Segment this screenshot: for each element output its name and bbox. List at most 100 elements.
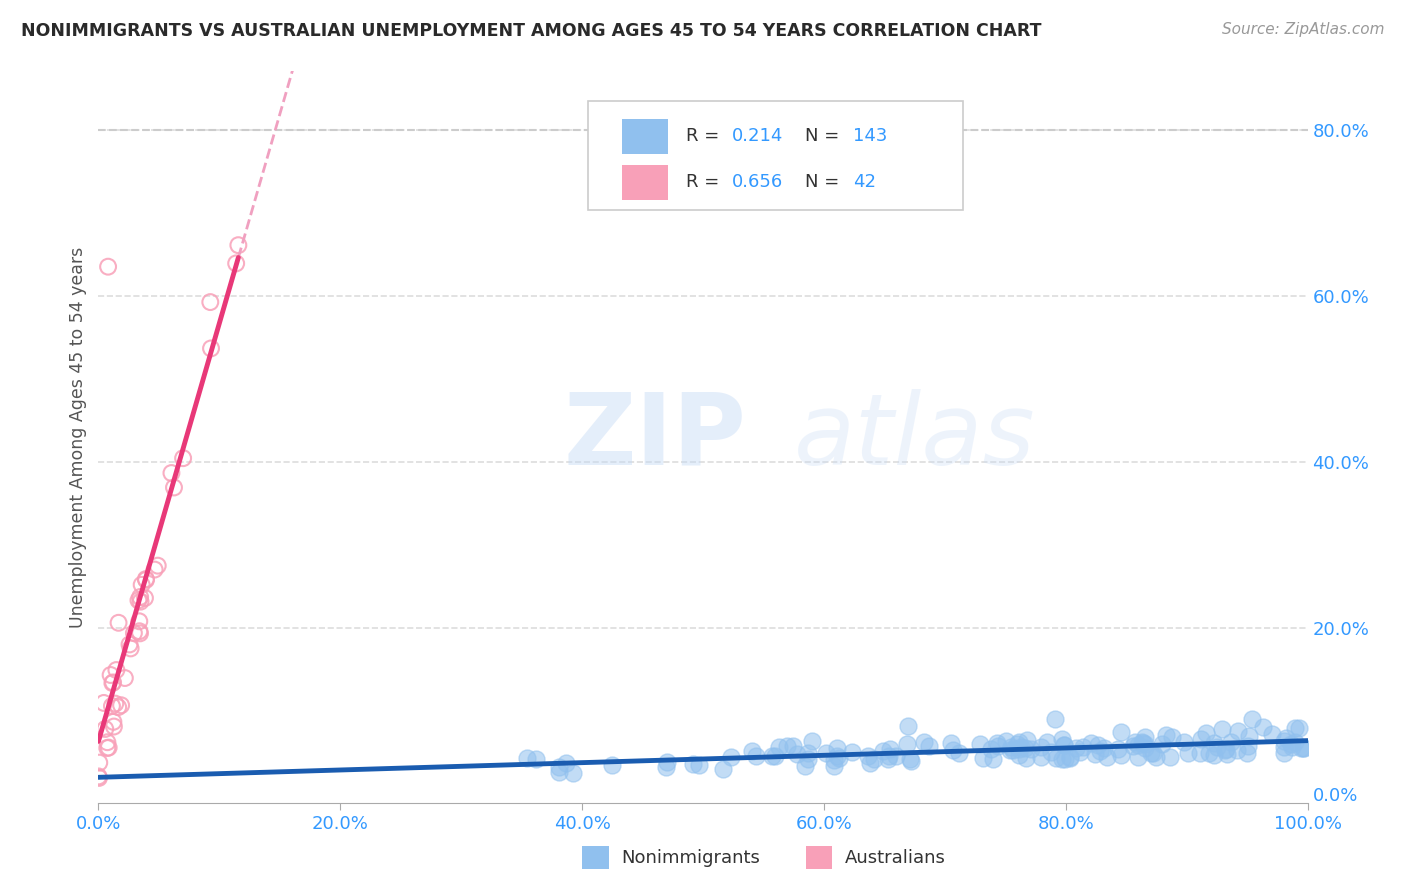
Point	[600, 758, 623, 772]
Point	[987, 739, 1010, 753]
Point	[761, 749, 783, 764]
Point	[120, 641, 142, 656]
Point	[797, 752, 820, 766]
Point	[939, 736, 962, 750]
Point	[986, 736, 1008, 750]
Point	[89, 756, 111, 770]
Point	[1294, 741, 1316, 756]
Point	[1045, 751, 1067, 765]
Point	[1204, 747, 1226, 762]
Point	[1272, 747, 1295, 761]
Point	[1239, 729, 1261, 743]
Point	[143, 563, 166, 577]
Point	[228, 238, 250, 252]
Point	[1092, 740, 1115, 755]
Text: atlas: atlas	[793, 389, 1035, 485]
Bar	[582, 846, 609, 870]
Point	[554, 756, 576, 771]
Point	[1236, 746, 1258, 760]
Point	[1237, 739, 1260, 754]
Point	[87, 771, 110, 785]
Point	[1139, 746, 1161, 760]
Point	[548, 760, 571, 774]
Point	[129, 626, 152, 640]
Text: 42: 42	[853, 173, 876, 191]
Point	[1107, 741, 1129, 756]
Point	[897, 719, 920, 733]
Point	[1002, 743, 1025, 757]
Point	[1284, 721, 1306, 735]
Text: Australians: Australians	[845, 848, 945, 867]
Bar	[806, 846, 832, 870]
Point	[146, 558, 169, 573]
Point	[225, 256, 247, 270]
Point	[1133, 737, 1156, 751]
Point	[1084, 747, 1107, 761]
Point	[995, 734, 1018, 748]
Point	[1010, 739, 1032, 754]
Point	[1227, 724, 1250, 739]
Point	[1150, 737, 1173, 751]
Point	[825, 740, 848, 755]
Point	[823, 759, 845, 773]
Point	[815, 746, 838, 760]
Point	[1213, 743, 1236, 757]
Point	[1272, 734, 1295, 748]
Point	[682, 756, 704, 771]
Point	[1039, 745, 1062, 759]
Point	[1109, 724, 1132, 739]
Point	[1226, 743, 1249, 757]
Point	[97, 260, 120, 274]
Point	[1005, 737, 1028, 751]
Bar	[621, 164, 668, 200]
Point	[1031, 749, 1053, 764]
Point	[1088, 744, 1111, 758]
Point	[786, 747, 808, 761]
Point	[103, 720, 125, 734]
Text: ZIP: ZIP	[564, 389, 747, 485]
Point	[131, 578, 153, 592]
Point	[1132, 736, 1154, 750]
Point	[562, 766, 585, 780]
Point	[655, 755, 678, 769]
Point	[1036, 735, 1059, 749]
Point	[898, 752, 921, 766]
Point	[1161, 730, 1184, 744]
Point	[1133, 730, 1156, 744]
Point	[969, 737, 991, 751]
Point	[1130, 734, 1153, 748]
FancyBboxPatch shape	[588, 101, 963, 211]
Point	[1008, 735, 1031, 749]
Point	[720, 750, 742, 764]
Point	[800, 734, 823, 748]
Point	[768, 739, 790, 754]
Point	[101, 676, 124, 690]
Point	[1135, 741, 1157, 756]
Point	[87, 769, 110, 783]
Point	[856, 748, 879, 763]
Point	[96, 741, 118, 756]
Text: NONIMMIGRANTS VS AUSTRALIAN UNEMPLOYMENT AMONG AGES 45 TO 54 YEARS CORRELATION C: NONIMMIGRANTS VS AUSTRALIAN UNEMPLOYMENT…	[21, 22, 1042, 40]
Point	[122, 626, 145, 640]
Point	[129, 594, 152, 608]
Point	[1177, 746, 1199, 760]
Point	[1281, 739, 1303, 754]
Point	[1064, 741, 1087, 756]
Point	[1211, 722, 1233, 736]
Point	[1080, 736, 1102, 750]
Point	[884, 749, 907, 764]
Point	[1050, 731, 1073, 746]
Point	[823, 754, 845, 768]
Point	[972, 751, 994, 765]
Point	[900, 754, 922, 768]
Point	[1159, 749, 1181, 764]
Point	[1095, 750, 1118, 764]
Text: N =: N =	[804, 128, 845, 145]
Point	[1216, 747, 1239, 761]
Point	[1071, 740, 1094, 755]
Point	[1123, 735, 1146, 749]
Point	[1019, 742, 1042, 756]
Point	[129, 590, 152, 604]
Point	[862, 752, 884, 766]
Point	[711, 762, 734, 776]
